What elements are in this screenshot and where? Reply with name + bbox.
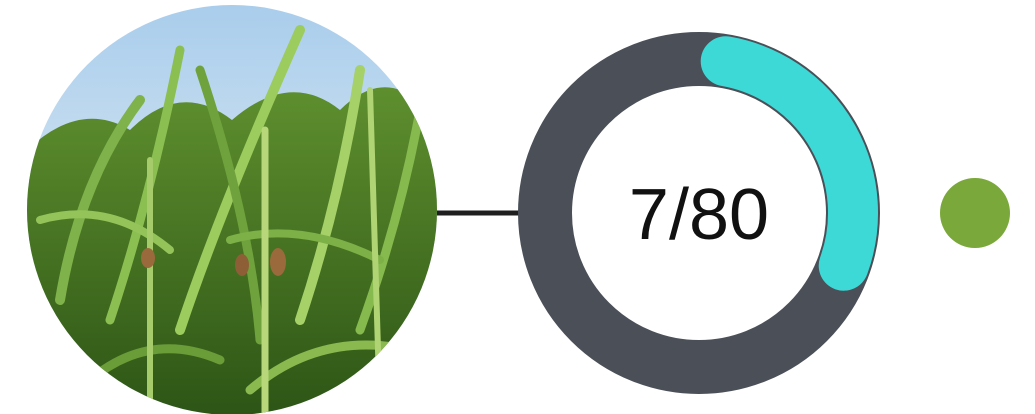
progress-label: 7/80 (629, 175, 769, 255)
photo (27, 5, 437, 414)
status-dot (940, 178, 1010, 248)
ring-progress (700, 36, 878, 291)
